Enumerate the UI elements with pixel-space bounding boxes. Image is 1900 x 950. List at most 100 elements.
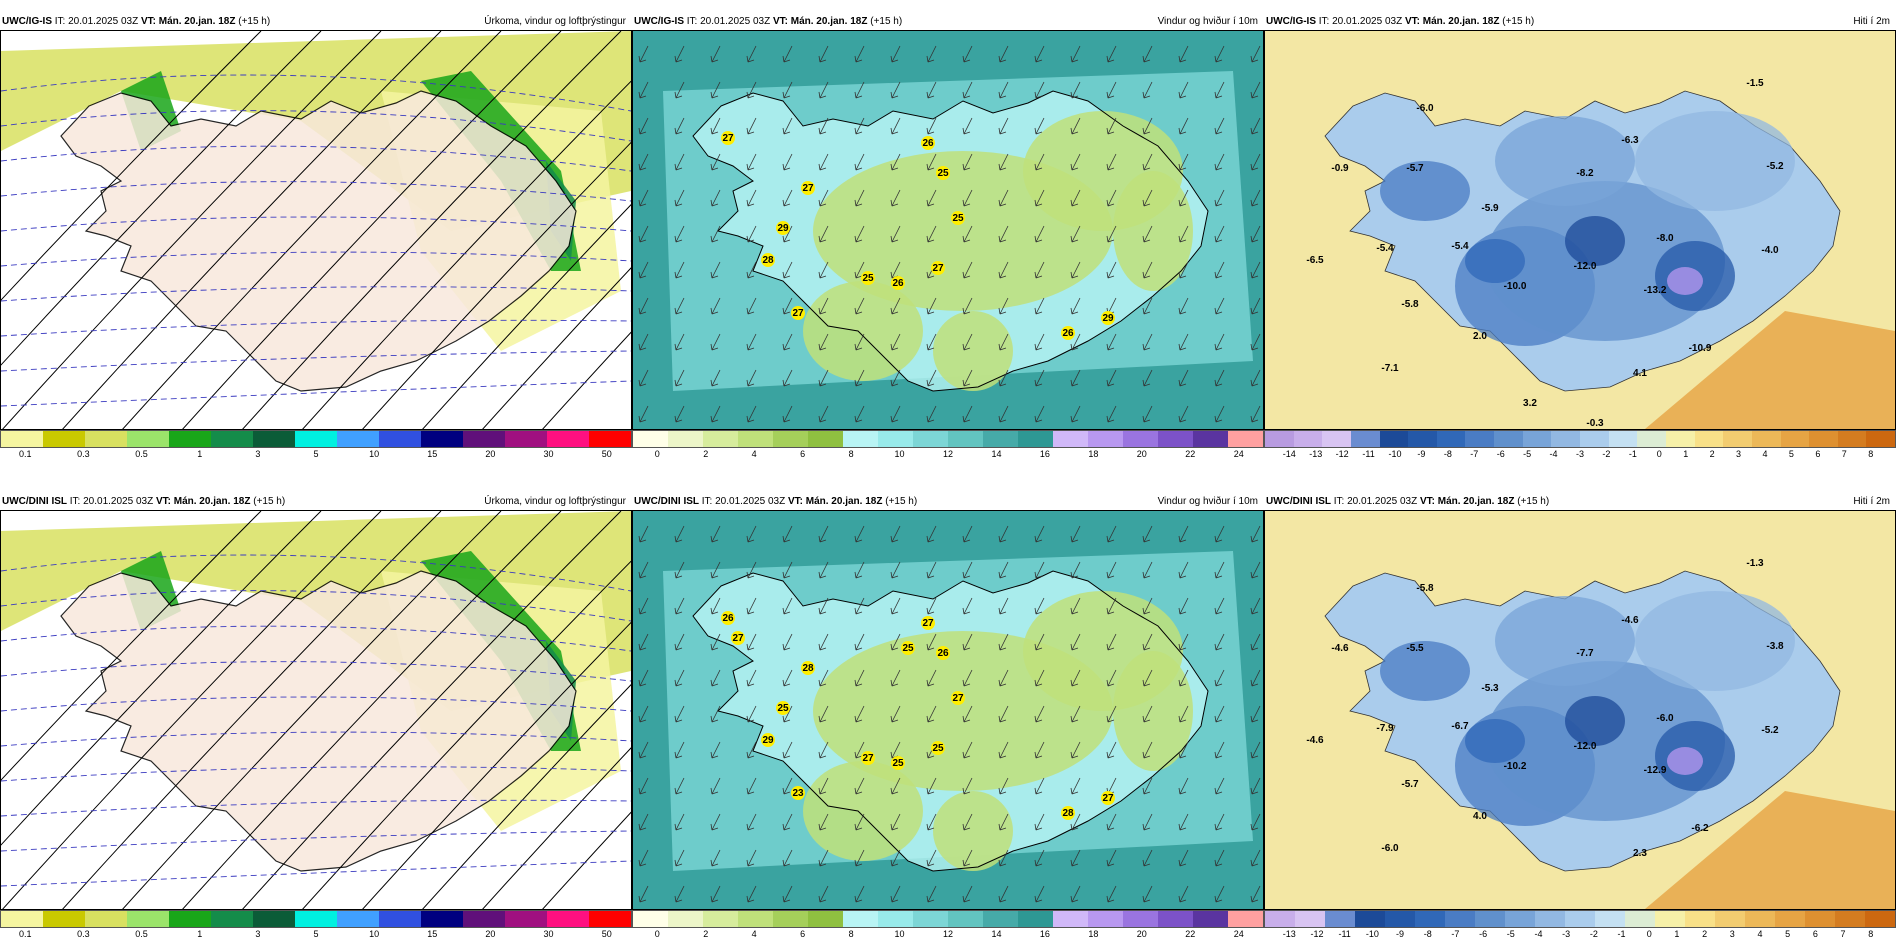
colorbar-tick-label: -3 — [1575, 449, 1585, 459]
colorbar-tick-label: 24 — [1233, 449, 1244, 459]
colorbar-swatch — [1580, 431, 1609, 447]
temperature-label: -7.7 — [1576, 648, 1594, 659]
colorbar-tick-label: 0.3 — [77, 449, 90, 459]
temperature-label: -8.2 — [1576, 168, 1594, 179]
gust-marker — [1061, 326, 1075, 340]
colorbar-tick-label: 0.1 — [19, 449, 32, 459]
colorbar-tick-label: 5 — [313, 929, 319, 939]
colorbar-tick-label: 4 — [1762, 449, 1768, 459]
gust-label: 27 — [722, 133, 734, 144]
colorbar-swatch — [463, 911, 505, 927]
colorbar-tick-label: -12 — [1310, 929, 1324, 939]
colorbar-tick-label: 1 — [1683, 449, 1689, 459]
colorbar-swatch — [1322, 431, 1351, 447]
temperature-label: -1.3 — [1746, 558, 1764, 569]
colorbar-tick-label: 2 — [1709, 449, 1715, 459]
gust-label: 27 — [922, 618, 934, 629]
colorbar-tick-label: -8 — [1443, 449, 1452, 459]
colorbar-tick-label: 3 — [255, 449, 261, 459]
colorbar-tick-label: 8 — [848, 449, 854, 459]
gust-marker — [921, 136, 935, 150]
colorbar-tick-label: 30 — [543, 449, 554, 459]
colorbar-swatch — [1018, 911, 1053, 927]
colorbar-swatch — [379, 911, 421, 927]
colorbar-swatch — [463, 431, 505, 447]
gust-label: 23 — [792, 788, 804, 799]
colorbar-swatch — [337, 431, 379, 447]
panel-title: Úrkoma, vindur og loftþrýstingur — [484, 496, 626, 507]
colorbar-tick-label: 0 — [654, 449, 660, 459]
gust-label: 29 — [1102, 313, 1114, 324]
colorbar-tick-label: -6 — [1496, 449, 1505, 459]
colorbar-tick-label: 14 — [991, 929, 1002, 939]
panel-header: UWC/DINI ISL IT: 20.01.2025 03Z VT: Mán.… — [632, 494, 1264, 510]
colorbar-swatch — [1018, 431, 1053, 447]
colorbar-swatch — [1053, 431, 1088, 447]
colorbar-tick-label: -7 — [1451, 929, 1460, 939]
colorbar: 0.1 0.3 0.5 1 3 5 10 15 20 30 50 — [0, 430, 632, 462]
valid-time-label: VT: — [1404, 16, 1420, 27]
colorbar-swatch — [1751, 431, 1781, 447]
gust-marker — [936, 166, 950, 180]
colorbar-tick-label: 6 — [1815, 449, 1821, 459]
temperature-label: -5.9 — [1481, 203, 1499, 214]
temperature-label: -0.3 — [1586, 418, 1604, 429]
colorbar-swatch — [1865, 911, 1895, 927]
colorbar-swatch — [1158, 911, 1193, 927]
temperature-label: -10.2 — [1504, 761, 1527, 772]
gust-marker — [931, 741, 945, 755]
colorbar-tick-label: -13 — [1282, 929, 1296, 939]
gust-marker — [891, 276, 905, 290]
gust-label: 26 — [722, 613, 734, 624]
temperature-label: -4.6 — [1621, 615, 1639, 626]
colorbar-swatch — [505, 911, 547, 927]
colorbar-tick-label: 5 — [1785, 929, 1791, 939]
colorbar-tick-label: -10 — [1365, 929, 1379, 939]
init-time: IT: 20.01.2025 03Z — [701, 496, 786, 507]
panel-title: Vindur og hviður í 10m — [1157, 16, 1258, 27]
colorbar-swatch — [1694, 431, 1724, 447]
temperature-label: -5.8 — [1401, 299, 1419, 310]
colorbar-swatch — [589, 911, 631, 927]
colorbar-tick-label: 1 — [1674, 929, 1680, 939]
colorbar-swatch — [295, 911, 337, 927]
colorbar-swatch — [169, 431, 211, 447]
colorbar-tick-label: 14 — [991, 449, 1002, 459]
temperature-label: -6.3 — [1621, 135, 1639, 146]
init-time: IT: 20.01.2025 03Z — [1333, 496, 1418, 507]
gust-marker — [901, 641, 915, 655]
temperature-label: -10.9 — [1689, 343, 1712, 354]
valid-time-label: VT: — [140, 16, 156, 27]
colorbar-tick-label: 4 — [751, 449, 757, 459]
gust-label: 25 — [937, 168, 949, 179]
temperature-label: 4.1 — [1633, 368, 1647, 379]
colorbar-tick-label: -1 — [1628, 449, 1637, 459]
forecast-map: 26 27 26 28 27 25 29 27 25 25 23 28 27 27 25 — [632, 510, 1264, 910]
colorbar-tick-label: 7 — [1841, 449, 1847, 459]
temperature-label: -7.1 — [1381, 363, 1399, 374]
colorbar-swatch — [505, 431, 547, 447]
temperature-label: -5.5 — [1406, 643, 1424, 654]
temperature-label: -7.9 — [1376, 723, 1394, 734]
colorbar-swatch — [983, 911, 1018, 927]
colorbar-swatch — [1809, 431, 1838, 447]
lead-time: (+15 h) — [1517, 496, 1550, 507]
colorbar-tick-label: 0.1 — [19, 929, 32, 939]
colorbar-tick-label: -5 — [1523, 449, 1532, 459]
forecast-map: 27 26 25 27 25 29 28 25 26 27 27 26 29 — [632, 30, 1264, 430]
colorbar-swatch — [85, 911, 127, 927]
colorbar-swatch — [547, 431, 589, 447]
gust-marker — [731, 631, 745, 645]
colorbar-tick-label: 6 — [1812, 929, 1818, 939]
colorbar-swatch — [773, 911, 808, 927]
lead-time: (+15 h) — [885, 496, 918, 507]
colorbar-swatch — [1595, 911, 1625, 927]
colorbar-swatch — [1325, 911, 1355, 927]
colorbar-swatch — [1565, 911, 1595, 927]
colorbar-swatch — [1293, 431, 1323, 447]
gust-marker — [951, 211, 965, 225]
colorbar-tick-label: 0.5 — [135, 449, 148, 459]
panel-title: Hiti í 2m — [1853, 16, 1890, 27]
colorbar-swatch — [43, 431, 85, 447]
forecast-panel: UWC/DINI ISL IT: 20.01.2025 03Z VT: Mán.… — [1264, 494, 1896, 942]
